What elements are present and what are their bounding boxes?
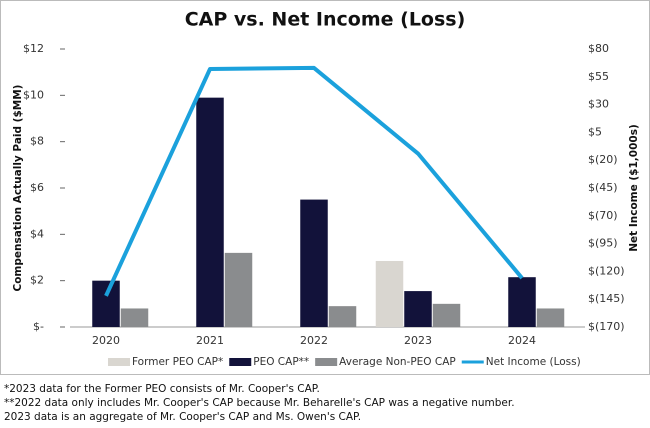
legend-label: Former PEO CAP* [132,356,223,368]
x-tick-label: 2023 [404,334,432,347]
x-tick-label: 2021 [196,334,224,347]
y-tick-label: $8 [30,135,44,148]
bar [536,308,565,327]
y2-axis-label: Net Income ($1,000s) [628,124,640,252]
bar [328,306,357,327]
legend-label: PEO CAP** [253,356,309,368]
footnote: **2022 data only includes Mr. Cooper's C… [4,397,515,409]
y2-tick-label: $30 [588,98,609,111]
x-tick-label: 2020 [92,334,120,347]
bar [375,260,404,327]
legend-label: Average Non-PEO CAP [339,356,456,368]
bar [92,280,120,327]
y2-tick-label: $(70) [588,209,618,222]
y-tick-label: $6 [30,181,44,194]
y2-tick-label: $(145) [588,292,625,305]
y-tick-label: $12 [23,42,44,55]
y-axis-label: Compensation Actually Paid ($MM) [12,85,24,292]
bar [196,97,224,328]
y2-tick-label: $(120) [588,264,625,277]
bar [300,199,328,327]
bar [120,308,149,327]
y-tick-label: $4 [30,227,44,240]
bar [432,303,461,327]
y2-tick-label: $55 [588,70,609,83]
chart-title: CAP vs. Net Income (Loss) [185,9,466,31]
legend-swatch [108,358,130,366]
y-tick-label: $- [33,320,44,333]
footnote: 2023 data is an aggregate of Mr. Cooper'… [4,411,361,423]
y-tick-label: $2 [30,274,44,287]
y2-tick-label: $(95) [588,237,618,250]
y2-tick-label: $80 [588,42,609,55]
legend-swatch [315,358,338,366]
bar [508,277,536,327]
bar [404,291,432,327]
x-tick-label: 2022 [300,334,328,347]
y2-tick-label: $(20) [588,153,618,166]
legend-label: Net Income (Loss) [486,356,581,368]
y2-tick-label: $(45) [588,181,618,194]
footnote: *2023 data for the Former PEO consists o… [4,383,320,395]
legend-swatch [229,358,252,366]
x-tick-label: 2024 [508,334,536,347]
y2-tick-label: $5 [588,125,602,138]
bar [224,252,253,327]
y-tick-label: $10 [23,88,44,101]
line [104,65,524,297]
y2-tick-label: $(170) [588,320,625,333]
